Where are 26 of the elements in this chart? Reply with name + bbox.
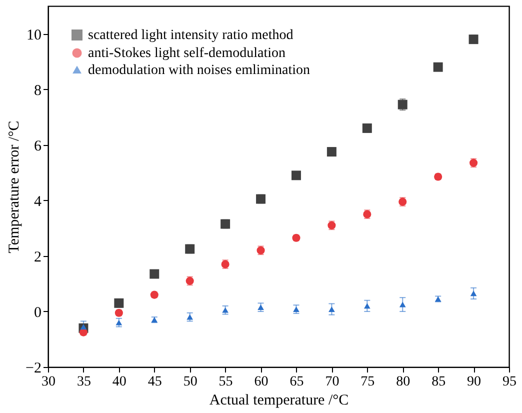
legend-label: scattered light intensity ratio method bbox=[88, 28, 294, 43]
legend-label: demodulation with noises emlimination bbox=[88, 63, 310, 78]
x-tick-label: 90 bbox=[467, 374, 482, 390]
y-tick-label: 8 bbox=[34, 82, 42, 99]
y-tick-label: −2 bbox=[26, 360, 42, 376]
x-tick-label: 35 bbox=[76, 374, 91, 390]
y-tick-label: 6 bbox=[34, 138, 42, 154]
x-tick-label: 75 bbox=[360, 374, 375, 390]
x-axis-title: Actual temperature /°C bbox=[209, 392, 349, 408]
x-tick-label: 80 bbox=[396, 374, 410, 390]
y-tick-label: 2 bbox=[34, 249, 42, 266]
x-tick-label: 65 bbox=[290, 374, 304, 390]
legend-label: anti-Stokes light self-demodulation bbox=[88, 46, 286, 61]
x-tick-label: 30 bbox=[42, 374, 56, 390]
x-tick-label: 50 bbox=[183, 374, 198, 390]
x-tick-label: 70 bbox=[325, 374, 340, 390]
x-tick-label: 85 bbox=[432, 374, 446, 390]
x-tick-label: 45 bbox=[148, 374, 162, 390]
x-tick-label: 40 bbox=[112, 374, 126, 390]
y-tick-label: 10 bbox=[26, 27, 42, 44]
y-tick-label: 0 bbox=[34, 304, 42, 321]
x-tick-label: 95 bbox=[502, 374, 516, 390]
x-tick-label: 60 bbox=[254, 374, 268, 390]
y-tick-label: 4 bbox=[34, 194, 42, 210]
x-tick-label: 55 bbox=[218, 374, 233, 390]
y-axis-title: Temperature error /°C bbox=[6, 120, 23, 254]
